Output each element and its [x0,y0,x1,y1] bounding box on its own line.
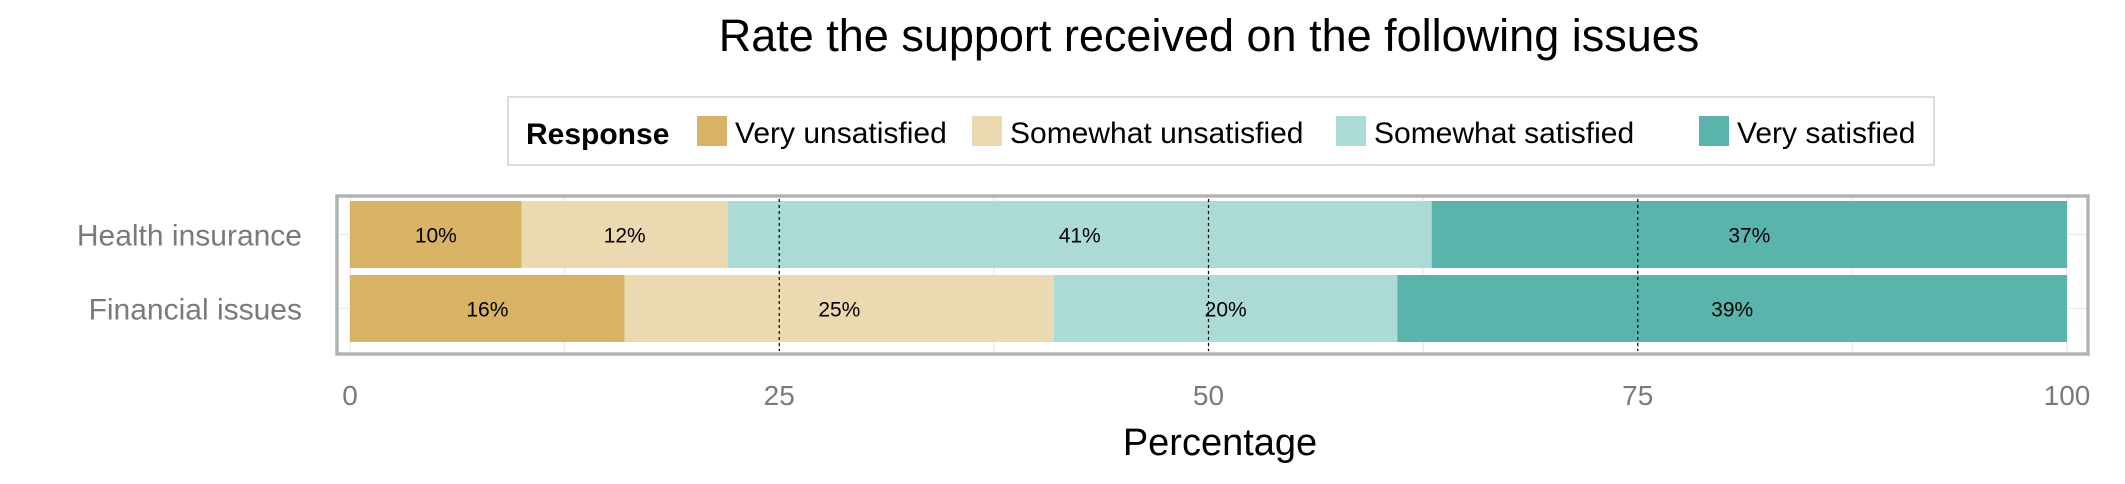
bar-health-insurance-somewhat-satisfied [727,201,1432,268]
x-axis-title: Percentage [1123,422,1317,464]
data-label: 41% [1059,225,1101,248]
data-label: 12% [604,225,646,248]
legend-key-somewhat-satisfied [1336,116,1366,146]
x-tick-label: 100 [2044,380,2091,411]
x-tick-label: 0 [342,380,358,411]
data-labels: 10% 12% 41% 37% 16% 25% 20% 39% [415,225,1771,322]
data-label: 10% [415,225,457,248]
chart-title: Rate the support received on the followi… [719,10,1700,61]
data-label: 37% [1728,225,1770,248]
category-axis: Health insurance Financial issues [77,220,302,327]
data-label: 25% [818,299,860,322]
legend-entry: Very satisfied [1737,117,1915,150]
x-tick-label: 25 [764,380,795,411]
legend-entry: Somewhat unsatisfied [1010,117,1304,150]
bar-financial-issues-somewhat-unsatisfied [624,275,1054,342]
x-tick-label: 75 [1622,380,1653,411]
bar-financial-issues-somewhat-satisfied [1053,275,1398,342]
x-axis-ticks: 0 25 50 75 100 [342,380,2090,411]
legend: Response Very unsatisfied Somewhat unsati… [507,96,1935,166]
bar-health-insurance-very-satisfied [1431,201,2067,268]
plot-area: 10% 12% 41% 37% 16% 25% 20% 39% [335,194,2090,356]
data-label: 20% [1205,299,1247,322]
category-label: Health insurance [77,220,302,253]
legend-key-somewhat-unsatisfied [972,116,1002,146]
data-label: 39% [1711,299,1753,322]
legend-entry: Very unsatisfied [735,117,947,150]
dashed-reference-lines [778,199,1639,351]
legend-key-very-unsatisfied [697,116,727,146]
bar-health-insurance-somewhat-unsatisfied [521,201,728,268]
legend-box [507,96,1935,166]
x-tick-label: 50 [1193,380,1224,411]
bar-financial-issues-very-unsatisfied [350,275,625,342]
bars [350,201,2067,342]
legend-title: Response [526,118,669,151]
data-label: 16% [466,299,508,322]
bar-financial-issues-very-satisfied [1397,275,2067,342]
bar-health-insurance-very-unsatisfied [350,201,522,268]
category-label: Financial issues [89,294,302,327]
legend-entry: Somewhat satisfied [1374,117,1634,150]
legend-key-very-satisfied [1699,116,1729,146]
